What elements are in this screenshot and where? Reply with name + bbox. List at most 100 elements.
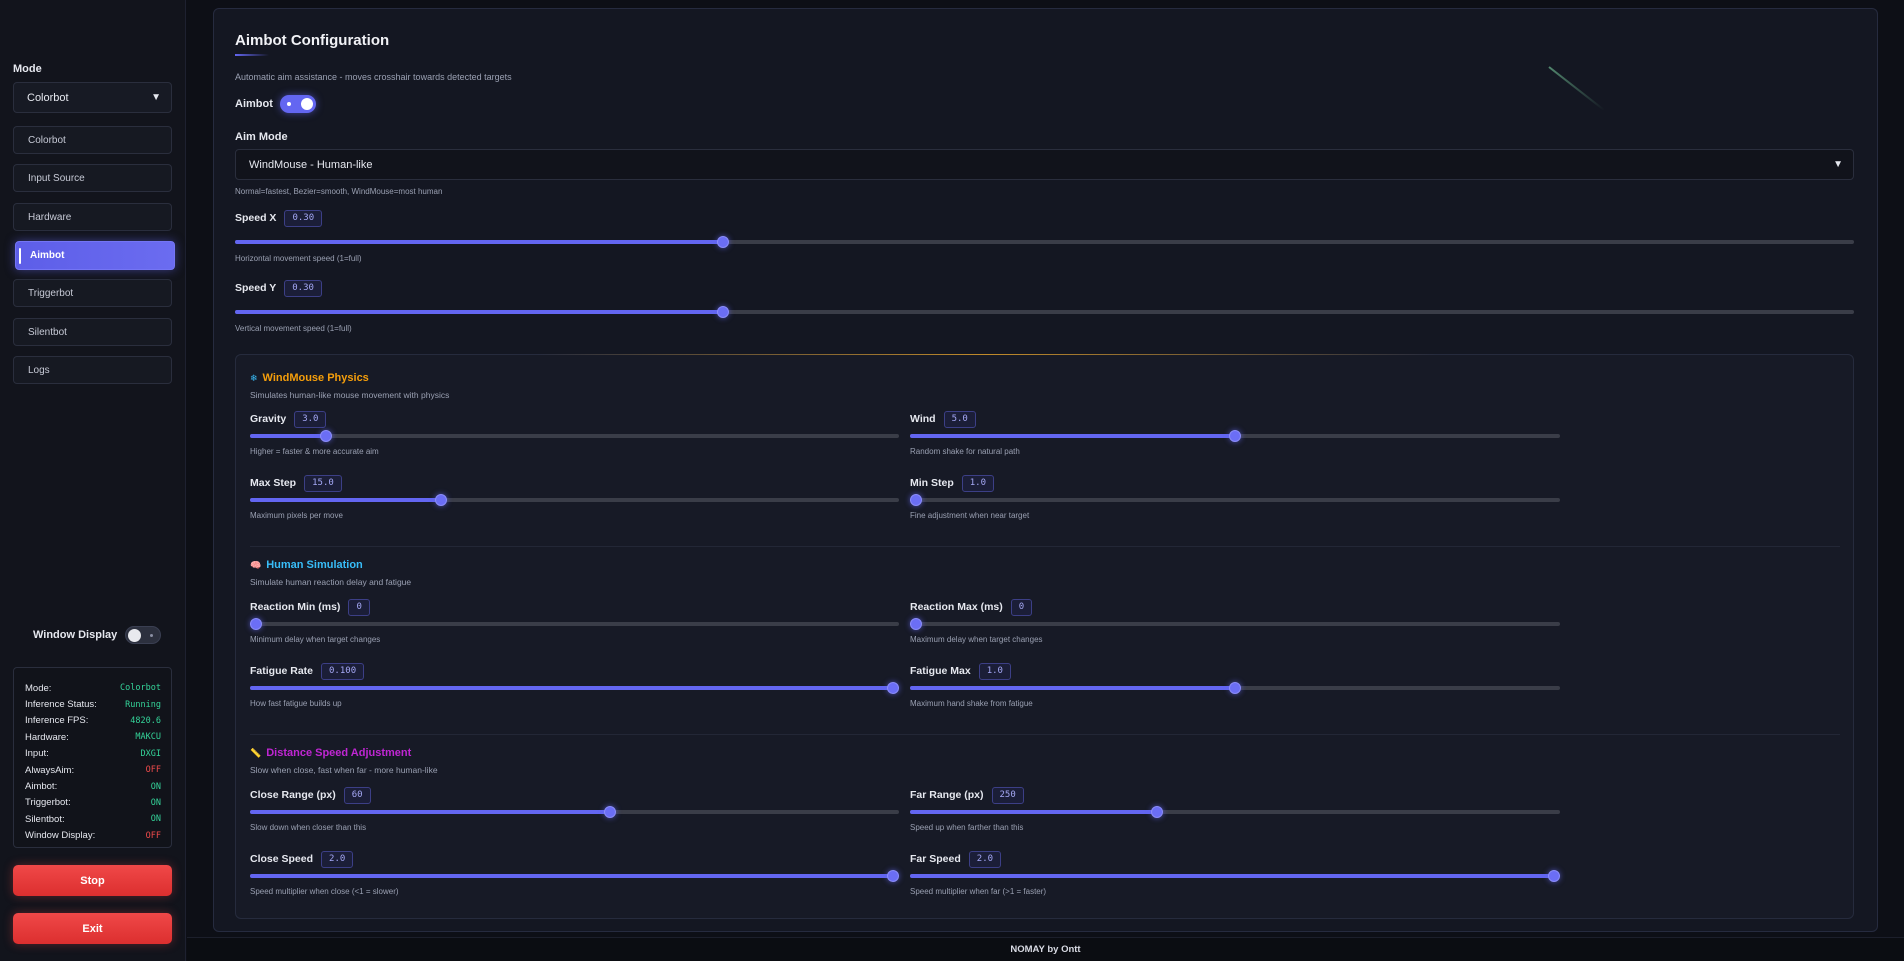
slider-thumb[interactable] <box>434 494 447 506</box>
fatigue-max-label: Fatigue Max <box>910 665 971 677</box>
slider-thumb[interactable] <box>717 236 730 248</box>
toggle-knob <box>300 98 313 110</box>
slider-thumb[interactable] <box>887 870 899 882</box>
speed-y-slider[interactable] <box>235 306 1854 318</box>
max-step-value[interactable]: 15.0 <box>304 474 342 492</box>
slider-thumb[interactable] <box>250 618 262 630</box>
fatigue-rate-header: Fatigue Rate 0.100 <box>250 662 365 680</box>
far-speed-label: Far Speed <box>910 853 961 865</box>
status-value: Running <box>125 699 161 710</box>
fatigue-max-slider[interactable] <box>910 682 1560 694</box>
far-range-hint: Speed up when farther than this <box>910 823 1024 832</box>
gravity-hint: Higher = faster & more accurate aim <box>250 447 379 456</box>
close-range-value[interactable]: 60 <box>343 786 371 804</box>
slider-thumb[interactable] <box>717 306 730 318</box>
slider-thumb[interactable] <box>603 806 616 818</box>
reaction-min-header: Reaction Min (ms) 0 <box>250 598 370 616</box>
slider-thumb[interactable] <box>1229 682 1241 694</box>
fatigue-rate-value[interactable]: 0.100 <box>321 662 365 680</box>
status-value: DXGI <box>140 748 161 759</box>
slider-thumb[interactable] <box>910 494 922 506</box>
reaction-max-label: Reaction Max (ms) <box>910 601 1003 613</box>
sidebar-item-input-source[interactable]: Input Source <box>13 164 172 192</box>
wind-value[interactable]: 5.0 <box>943 410 976 428</box>
exit-button[interactable]: Exit <box>13 913 172 944</box>
human-title-text: Human Simulation <box>266 559 363 571</box>
fatigue-rate-hint: How fast fatigue builds up <box>250 699 342 708</box>
min-step-slider[interactable] <box>910 494 1560 506</box>
close-speed-value[interactable]: 2.0 <box>321 850 354 868</box>
close-speed-header: Close Speed 2.0 <box>250 850 354 868</box>
section-divider <box>250 546 1840 547</box>
aim-mode-value: WindMouse - Human-like <box>249 158 373 171</box>
speed-x-slider[interactable] <box>235 236 1854 248</box>
min-step-label: Min Step <box>910 477 954 489</box>
status-panel: Mode: Colorbot Inference Status: Running Inf… <box>13 667 172 848</box>
min-step-value[interactable]: 1.0 <box>961 474 995 492</box>
window-display-toggle[interactable] <box>125 626 162 644</box>
status-value: ON <box>150 814 161 825</box>
sidebar-item-hardware[interactable]: Hardware <box>13 203 172 231</box>
slider-fill <box>910 874 1554 878</box>
close-range-header: Close Range (px) 60 <box>250 786 371 804</box>
fatigue-rate-slider[interactable] <box>250 682 899 694</box>
aim-mode-select[interactable]: WindMouse - Human-like ▼ <box>235 149 1854 180</box>
reaction-max-value[interactable]: 0 <box>1010 598 1033 616</box>
status-key: Triggerbot: <box>25 797 71 809</box>
mode-select[interactable]: Colorbot ▼ <box>13 82 172 113</box>
far-speed-hint: Speed multiplier when far (>1 = faster) <box>910 887 1047 896</box>
fatigue-max-value[interactable]: 1.0 <box>978 662 1011 680</box>
close-speed-slider[interactable] <box>250 870 899 882</box>
windmouse-section-title: ❄ WindMouse Physics <box>250 372 369 384</box>
title-underline <box>235 54 269 56</box>
speed-x-header: Speed X 0.30 <box>235 209 323 227</box>
status-row: Inference Status: Running <box>25 696 161 712</box>
slider-thumb[interactable] <box>887 682 899 694</box>
slider-thumb[interactable] <box>1150 806 1163 818</box>
sidebar-item-label: Hardware <box>28 211 72 223</box>
min-step-hint: Fine adjustment when near target <box>910 511 1030 520</box>
slider-fill <box>250 686 893 690</box>
speed-y-hint: Vertical movement speed (1=full) <box>235 324 352 333</box>
far-range-value[interactable]: 250 <box>991 786 1024 804</box>
far-speed-value[interactable]: 2.0 <box>968 850 1002 868</box>
snowflake-icon: ❄ <box>250 372 258 383</box>
speed-x-value[interactable]: 0.30 <box>284 209 323 227</box>
slider-thumb[interactable] <box>910 618 922 630</box>
status-row: Triggerbot: ON <box>25 795 161 811</box>
sidebar-item-colorbot[interactable]: Colorbot <box>13 126 172 154</box>
reaction-max-slider[interactable] <box>910 618 1560 630</box>
far-range-slider[interactable] <box>910 806 1560 818</box>
windmouse-desc: Simulates human-like mouse movement with… <box>250 390 450 400</box>
sidebar-item-silentbot[interactable]: Silentbot <box>13 318 172 346</box>
sidebar-item-aimbot[interactable]: Aimbot <box>15 241 175 270</box>
status-row: Aimbot: ON <box>25 778 161 794</box>
status-key: Input: <box>25 748 49 760</box>
slider-thumb[interactable] <box>320 430 333 442</box>
sidebar-item-logs[interactable]: Logs <box>13 356 172 384</box>
reaction-max-header: Reaction Max (ms) 0 <box>910 598 1033 616</box>
wind-hint: Random shake for natural path <box>910 447 1020 456</box>
max-step-slider[interactable] <box>250 494 899 506</box>
stop-button[interactable]: Stop <box>13 865 172 896</box>
slider-fill <box>235 240 724 244</box>
slider-fill <box>250 498 441 502</box>
status-key: Inference FPS: <box>25 715 89 727</box>
gravity-slider[interactable] <box>250 430 899 442</box>
reaction-min-value[interactable]: 0 <box>348 598 370 616</box>
gravity-value[interactable]: 3.0 <box>294 410 327 428</box>
wind-slider[interactable] <box>910 430 1560 442</box>
page-title: Aimbot Configuration <box>235 32 390 49</box>
close-speed-hint: Speed multiplier when close (<1 = slower… <box>250 887 399 896</box>
reaction-max-hint: Maximum delay when target changes <box>910 635 1043 644</box>
sidebar-item-triggerbot[interactable]: Triggerbot <box>13 279 172 307</box>
footer: NOMAY by Ontt <box>187 937 1904 961</box>
reaction-min-slider[interactable] <box>250 618 899 630</box>
status-key: Window Display: <box>25 830 96 842</box>
slider-thumb[interactable] <box>1229 430 1241 442</box>
speed-y-value[interactable]: 0.30 <box>284 279 322 297</box>
slider-thumb[interactable] <box>1548 870 1560 882</box>
aimbot-toggle[interactable] <box>279 95 316 113</box>
close-range-slider[interactable] <box>250 806 899 818</box>
far-speed-slider[interactable] <box>910 870 1560 882</box>
